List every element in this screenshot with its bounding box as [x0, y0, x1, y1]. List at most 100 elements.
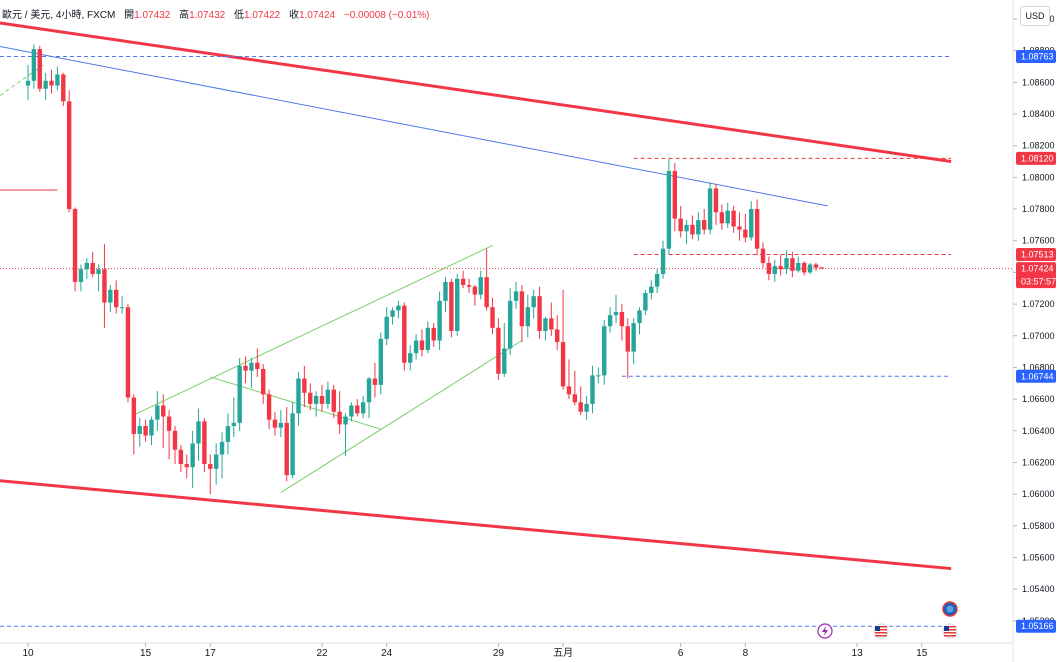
- candle-body: [313, 395, 319, 404]
- price-badge: 1.08120: [1016, 151, 1056, 165]
- price-badge: 1.07424 03:57:57: [1016, 262, 1056, 289]
- candle: [96, 264, 101, 292]
- candle: [590, 365, 595, 414]
- candles-layer: [25, 44, 824, 495]
- candle: [602, 319, 607, 385]
- candle-body: [672, 171, 677, 219]
- candle: [72, 207, 78, 292]
- candle-body: [237, 365, 242, 423]
- candle: [390, 307, 395, 325]
- candle: [84, 258, 89, 279]
- candle-body: [384, 316, 389, 339]
- candle-body: [408, 353, 413, 363]
- y-tick-label: 1.06200: [1022, 457, 1055, 467]
- high-label: 高: [179, 10, 190, 21]
- candle: [531, 289, 536, 319]
- candle-body: [555, 329, 560, 343]
- us-flag-icon[interactable]: [942, 623, 958, 639]
- lightning-icon[interactable]: [817, 623, 833, 639]
- y-tick-label: 1.05400: [1022, 584, 1055, 594]
- candle: [449, 278, 454, 338]
- candle-body: [108, 289, 113, 303]
- symbol-title[interactable]: 歐元 / 美元, 4小時, FXCM: [2, 10, 116, 21]
- us-flag-icon[interactable]: [873, 623, 889, 639]
- candle-body: [631, 323, 636, 352]
- candle-body: [72, 209, 78, 282]
- candle-body: [396, 305, 401, 311]
- candle-body: [137, 426, 142, 434]
- candle-body: [308, 392, 313, 404]
- candle-body: [455, 278, 460, 332]
- candle: [172, 426, 178, 465]
- time-axis[interactable]: 10 15 17 22 24 29 五月 6 8 13 15: [22, 643, 928, 659]
- candle-body: [513, 291, 519, 301]
- candle-body: [719, 212, 725, 224]
- candle-body: [325, 389, 331, 404]
- candle-body: [360, 402, 366, 414]
- candle: [466, 278, 472, 293]
- candle-body: [437, 300, 442, 341]
- low-value: 1.07422: [244, 10, 281, 21]
- candle-body: [749, 209, 754, 238]
- open-value: 1.07432: [134, 10, 171, 21]
- event-icons[interactable]: [817, 601, 958, 639]
- candle-body: [319, 395, 325, 404]
- candle: [202, 418, 207, 472]
- candle-body: [84, 262, 89, 270]
- candle: [219, 432, 225, 479]
- candle: [684, 220, 689, 244]
- candle-body: [666, 171, 672, 249]
- candle: [249, 357, 254, 389]
- candle-body: [778, 266, 783, 270]
- candle: [378, 332, 383, 395]
- price-badge-label: 1.08120: [1021, 153, 1054, 163]
- candle: [296, 372, 301, 427]
- x-tick-label: 15: [916, 648, 928, 659]
- candle-body: [584, 403, 589, 412]
- candle-body: [566, 386, 572, 395]
- candle: [31, 44, 37, 89]
- candle-body: [649, 286, 654, 293]
- candle: [284, 407, 289, 482]
- candle-body: [302, 378, 307, 393]
- candle-body: [537, 296, 542, 332]
- price-badge: 1.07513: [1016, 248, 1056, 262]
- change-value: −0.00008 (−0.01%): [343, 10, 430, 21]
- candle: [819, 267, 824, 269]
- candle: [660, 240, 666, 279]
- candle-body: [702, 220, 707, 230]
- y-tick-label: 1.08000: [1022, 172, 1055, 182]
- y-tick-label: 1.08400: [1022, 109, 1055, 119]
- candle-body: [178, 449, 184, 465]
- candle-body: [249, 362, 254, 371]
- candle-body: [372, 378, 378, 385]
- y-tick-label: 1.08200: [1022, 141, 1055, 151]
- candle-body: [66, 101, 72, 210]
- candle: [555, 315, 560, 351]
- candle: [61, 72, 66, 107]
- candle-body: [743, 229, 748, 238]
- candle-body: [290, 413, 295, 476]
- x-tick-label: 8: [743, 648, 749, 659]
- candle: [772, 259, 777, 282]
- candle: [649, 280, 654, 300]
- price-badge-bg: [1016, 248, 1056, 262]
- candle: [731, 205, 736, 233]
- candle-body: [613, 311, 619, 316]
- candle: [384, 307, 389, 346]
- price-axis[interactable]: 1.090001.088001.086001.084001.082001.080…: [1013, 14, 1055, 626]
- currency-button[interactable]: USD: [1020, 6, 1050, 26]
- candle: [737, 212, 742, 241]
- globe-icon[interactable]: [942, 601, 958, 617]
- candle: [725, 202, 730, 229]
- candle: [55, 66, 60, 91]
- candle-body: [684, 224, 689, 232]
- candle-body: [807, 264, 813, 273]
- candle-body: [225, 426, 231, 442]
- x-tick-label: 15: [140, 648, 152, 659]
- candle: [525, 294, 530, 338]
- candle-body: [490, 307, 495, 328]
- candle: [325, 381, 331, 409]
- candle-body: [172, 430, 178, 450]
